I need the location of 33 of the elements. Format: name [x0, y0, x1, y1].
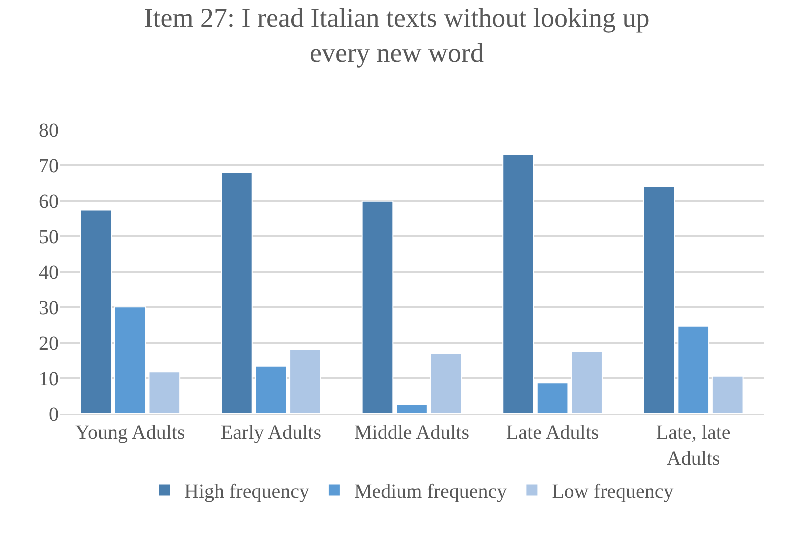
bar: [536, 382, 569, 414]
bar: [80, 210, 112, 414]
chart-title: Item 27: I read Italian texts without looking up every new word: [144, 2, 650, 68]
y-tick-label: 50: [39, 226, 59, 248]
legend-label: Low frequency: [552, 481, 674, 504]
y-tick-label: 40: [39, 262, 59, 284]
y-tick-label: 60: [39, 191, 59, 213]
y-tick-label: 10: [39, 368, 59, 390]
bar: [396, 404, 428, 414]
bar: [221, 172, 253, 414]
x-tick-label: Middle Adults: [354, 422, 470, 444]
legend-label: Medium frequency: [354, 481, 508, 504]
bar: [502, 154, 534, 414]
bar: [255, 366, 288, 414]
bar: [148, 372, 181, 414]
y-tick-label: 80: [39, 120, 59, 142]
y-tick-label: 70: [39, 156, 59, 178]
bar: [362, 200, 394, 414]
y-tick-label: 30: [39, 298, 59, 320]
x-tick-label: Late Adults: [506, 422, 600, 444]
y-tick-label: 0: [49, 404, 59, 426]
bar: [430, 354, 462, 414]
bar: [290, 349, 322, 414]
bar: [571, 351, 603, 414]
x-tick-label: Early Adults: [220, 422, 322, 444]
bar: [712, 376, 744, 414]
bar: [114, 306, 146, 414]
legend-label: High frequency: [184, 481, 310, 504]
x-tick-label: Young Adults: [76, 422, 186, 444]
bar: [678, 326, 710, 414]
bar: [643, 186, 676, 414]
y-tick-label: 20: [39, 333, 59, 355]
x-tick-label: Late, late Adults: [656, 422, 731, 470]
